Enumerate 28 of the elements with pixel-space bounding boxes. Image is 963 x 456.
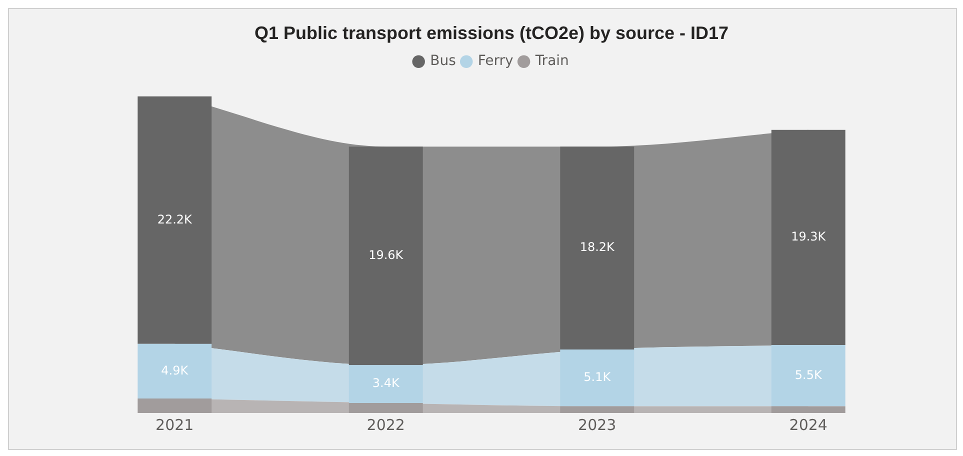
bar [560,146,634,350]
data-label: 18.2K [580,240,616,254]
bar [348,146,423,366]
x-tick-label: 2024 [789,416,828,434]
data-label: 5.1K [584,370,612,384]
bar [138,96,212,344]
text: Q1 Public transport emissions (tCO2e) by source - ID17 [254,22,729,43]
data-label: 3.4K [372,376,400,390]
bar [348,365,423,403]
data-label: 19.6K [368,248,404,262]
data-label: 4.9K [161,363,190,378]
bar [138,398,212,413]
legend-label: Train [534,53,569,70]
data-label: 19.3K [791,230,827,244]
bar [138,344,212,399]
bar [560,349,634,406]
data-label: 5.5K [794,368,823,382]
bar [771,345,846,406]
x-tick-label: 2022 [366,416,405,434]
legend-label: Bus [430,53,456,70]
data-label: 22.2K [157,212,194,226]
bar [348,402,423,413]
x-tick-label: 2023 [578,416,616,434]
bar [771,406,846,413]
bar [771,130,846,346]
bar [560,406,634,413]
legend-label: Ferry [478,53,514,70]
x-tick-label: 2021 [156,416,194,434]
